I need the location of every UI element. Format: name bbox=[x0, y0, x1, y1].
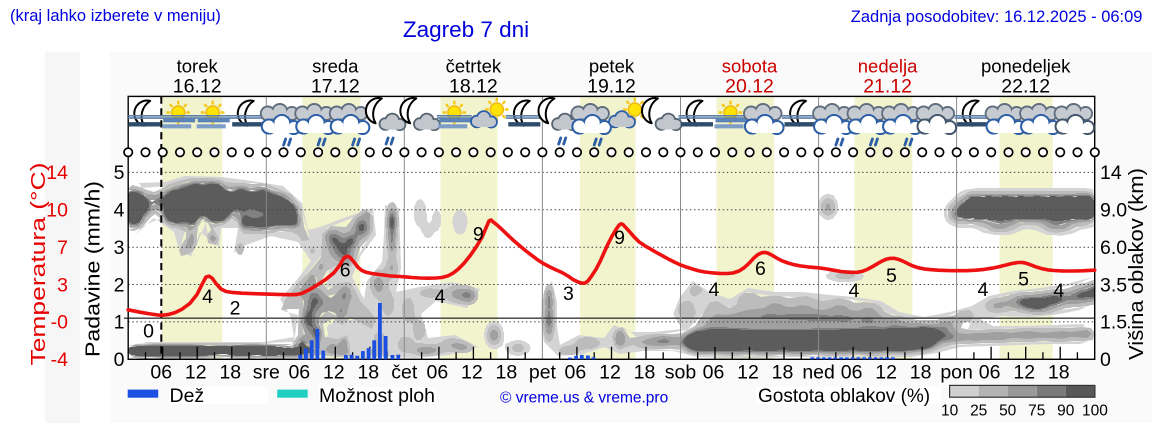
svg-text:18: 18 bbox=[772, 362, 794, 384]
svg-text:75: 75 bbox=[1028, 403, 1045, 420]
svg-text:sobota: sobota bbox=[722, 56, 778, 77]
svg-text:sob: sob bbox=[665, 362, 697, 384]
svg-text:0: 0 bbox=[143, 320, 154, 342]
svg-text:06: 06 bbox=[979, 362, 1001, 384]
svg-text:18: 18 bbox=[219, 362, 241, 384]
svg-text:0: 0 bbox=[1100, 349, 1111, 371]
svg-text:4: 4 bbox=[435, 286, 446, 308]
svg-text:17.12: 17.12 bbox=[311, 76, 360, 98]
svg-text:2: 2 bbox=[114, 274, 125, 296]
svg-text:6.0: 6.0 bbox=[1100, 237, 1127, 259]
svg-text:12: 12 bbox=[875, 362, 897, 384]
svg-text:5: 5 bbox=[1018, 269, 1029, 291]
svg-text:3: 3 bbox=[57, 274, 68, 296]
svg-text:ned: ned bbox=[802, 362, 835, 384]
svg-text:18.12: 18.12 bbox=[449, 76, 498, 98]
svg-text:5: 5 bbox=[114, 162, 125, 184]
svg-text:0: 0 bbox=[114, 349, 125, 371]
svg-text:14: 14 bbox=[1100, 162, 1122, 184]
svg-text:4: 4 bbox=[708, 279, 719, 301]
svg-text:9: 9 bbox=[473, 224, 484, 246]
svg-text:nedelja: nedelja bbox=[858, 56, 918, 77]
svg-text:3: 3 bbox=[563, 283, 574, 305]
svg-text:18: 18 bbox=[496, 362, 518, 384]
svg-text:7: 7 bbox=[57, 237, 68, 259]
svg-text:3: 3 bbox=[114, 237, 125, 259]
svg-text:Padavine (mm/h): Padavine (mm/h) bbox=[83, 181, 105, 357]
svg-text:12: 12 bbox=[737, 362, 759, 384]
svg-text:ponedeljek: ponedeljek bbox=[981, 56, 1071, 77]
svg-text:-0: -0 bbox=[51, 312, 68, 334]
svg-text:Dež: Dež bbox=[170, 385, 205, 407]
svg-text:50: 50 bbox=[999, 403, 1017, 420]
svg-text:Temperatura (°C): Temperatura (°C) bbox=[28, 163, 50, 366]
svg-text:četrtek: četrtek bbox=[446, 56, 502, 77]
svg-text:5: 5 bbox=[886, 265, 897, 287]
svg-text:100: 100 bbox=[1082, 403, 1108, 420]
svg-text:20.12: 20.12 bbox=[725, 76, 774, 98]
svg-text:9: 9 bbox=[614, 227, 625, 249]
svg-text:petek: petek bbox=[589, 56, 635, 77]
svg-text:© vreme.us & vreme.pro: © vreme.us & vreme.pro bbox=[500, 390, 668, 407]
svg-text:pet: pet bbox=[529, 362, 557, 384]
svg-text:Možnost ploh: Možnost ploh bbox=[319, 385, 435, 407]
svg-text:sre: sre bbox=[253, 362, 280, 384]
svg-text:16.12: 16.12 bbox=[173, 76, 222, 98]
svg-text:25: 25 bbox=[970, 403, 987, 420]
svg-text:sreda: sreda bbox=[312, 56, 359, 77]
svg-text:6: 6 bbox=[755, 258, 766, 280]
svg-text:Gostota oblakov (%): Gostota oblakov (%) bbox=[758, 386, 930, 407]
svg-text:torek: torek bbox=[177, 56, 219, 77]
svg-text:06: 06 bbox=[703, 362, 725, 384]
svg-text:90: 90 bbox=[1057, 403, 1075, 420]
svg-text:10: 10 bbox=[941, 403, 959, 420]
svg-text:Višina oblakov (km): Višina oblakov (km) bbox=[1126, 168, 1148, 360]
svg-text:18: 18 bbox=[910, 362, 932, 384]
svg-text:-4: -4 bbox=[51, 349, 68, 371]
svg-text:12: 12 bbox=[599, 362, 621, 384]
svg-text:4: 4 bbox=[848, 280, 859, 302]
svg-text:1.5: 1.5 bbox=[1100, 312, 1127, 334]
svg-text:12: 12 bbox=[185, 362, 207, 384]
svg-text:06: 06 bbox=[565, 362, 587, 384]
svg-text:4: 4 bbox=[977, 279, 988, 301]
svg-text:14: 14 bbox=[46, 162, 68, 184]
svg-text:06: 06 bbox=[841, 362, 863, 384]
svg-text:1: 1 bbox=[114, 312, 125, 334]
svg-text:06: 06 bbox=[150, 362, 172, 384]
svg-text:(kraj lahko izberete v meniju): (kraj lahko izberete v meniju) bbox=[10, 7, 221, 25]
svg-text:2: 2 bbox=[230, 297, 241, 319]
svg-text:06: 06 bbox=[288, 362, 310, 384]
svg-text:18: 18 bbox=[1048, 362, 1070, 384]
svg-text:06: 06 bbox=[427, 362, 449, 384]
svg-text:4: 4 bbox=[114, 200, 125, 222]
svg-text:19.12: 19.12 bbox=[587, 76, 636, 98]
svg-text:Zadnja posodobitev: 16.12.2025: Zadnja posodobitev: 16.12.2025 - 06:09 bbox=[851, 8, 1143, 26]
svg-text:Zagreb 7 dni: Zagreb 7 dni bbox=[403, 17, 529, 42]
svg-text:pon: pon bbox=[940, 362, 973, 384]
svg-text:4: 4 bbox=[202, 286, 213, 308]
svg-text:22.12: 22.12 bbox=[1001, 76, 1050, 98]
svg-text:12: 12 bbox=[1013, 362, 1035, 384]
svg-text:21.12: 21.12 bbox=[863, 76, 912, 98]
svg-text:18: 18 bbox=[357, 362, 379, 384]
svg-text:18: 18 bbox=[634, 362, 656, 384]
svg-text:12: 12 bbox=[323, 362, 345, 384]
svg-text:čet: čet bbox=[391, 362, 418, 384]
svg-text:10: 10 bbox=[46, 200, 68, 222]
svg-text:4: 4 bbox=[1053, 280, 1064, 302]
svg-text:3.5: 3.5 bbox=[1100, 274, 1127, 296]
svg-text:12: 12 bbox=[461, 362, 483, 384]
svg-text:9.0: 9.0 bbox=[1100, 200, 1127, 222]
svg-text:6: 6 bbox=[340, 260, 351, 282]
